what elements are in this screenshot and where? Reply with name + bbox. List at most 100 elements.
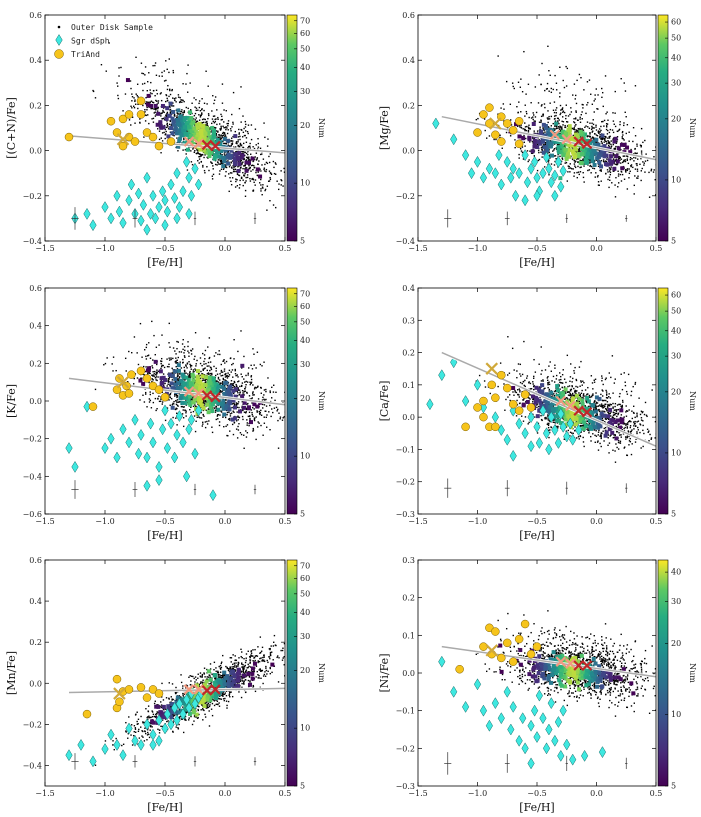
x-axis-label: [Fe/H] bbox=[147, 256, 182, 269]
error-bar bbox=[565, 755, 568, 771]
x-tick-label: −1.0 bbox=[95, 517, 114, 526]
sgr-point bbox=[167, 417, 175, 430]
y-axis-label: [Ca/Fe] bbox=[378, 381, 391, 422]
plot-area bbox=[426, 336, 656, 498]
sgr-point bbox=[547, 697, 555, 710]
x-tick-label: 0.0 bbox=[590, 517, 603, 526]
sgr-point bbox=[209, 489, 217, 502]
x-axis-label: [Fe/H] bbox=[147, 529, 182, 542]
triand-point bbox=[127, 370, 136, 379]
sgr-point bbox=[485, 162, 493, 175]
x-tick-label: −1.5 bbox=[35, 244, 54, 253]
triand-point bbox=[497, 137, 506, 146]
x-tick-label: −0.5 bbox=[155, 517, 174, 526]
colorbar bbox=[657, 14, 669, 242]
colorbar-tick-label: 60 bbox=[300, 574, 310, 583]
sgr-point bbox=[161, 194, 169, 207]
error-bar bbox=[71, 753, 79, 770]
colorbar-tick-label: 5 bbox=[671, 510, 676, 519]
sgr-point bbox=[149, 738, 157, 751]
sgr-point bbox=[147, 417, 155, 430]
sgr-point bbox=[171, 451, 179, 464]
triand-point bbox=[497, 370, 506, 380]
disk-bin-cross bbox=[183, 386, 195, 397]
disk-bin-cross bbox=[561, 134, 573, 145]
fit-line bbox=[441, 645, 656, 678]
colorbar-tick-label: 40 bbox=[671, 53, 681, 62]
error-bar bbox=[565, 213, 568, 223]
sgr-point bbox=[137, 428, 145, 441]
sgr-point bbox=[539, 167, 547, 180]
legend-label: Sgr dSph bbox=[71, 37, 110, 46]
sgr-point bbox=[191, 697, 199, 710]
sgr-point bbox=[183, 693, 191, 706]
x-tick-label: −1.0 bbox=[468, 244, 487, 253]
triand-point bbox=[479, 110, 488, 119]
x-tick-label: 0.5 bbox=[650, 789, 663, 798]
sgr-point bbox=[531, 704, 539, 717]
colorbar-tick-label: 20 bbox=[671, 387, 681, 396]
colorbar-tick-label: 60 bbox=[300, 29, 310, 38]
y-tick-label: 0.4 bbox=[402, 56, 415, 65]
sgr-point bbox=[143, 718, 151, 731]
disk-bin-cross bbox=[201, 390, 213, 401]
sgr-point bbox=[566, 417, 574, 430]
sgr-point bbox=[426, 398, 434, 411]
plot-area bbox=[432, 45, 656, 228]
triand-point bbox=[520, 619, 530, 629]
sgr-point bbox=[545, 443, 553, 456]
sgr-point bbox=[503, 155, 511, 168]
colorbar-tick-label: 50 bbox=[671, 34, 681, 43]
sgr-points bbox=[432, 117, 567, 207]
x-tick-label: −1.5 bbox=[35, 789, 54, 798]
sgr-point bbox=[119, 423, 127, 436]
colorbar-tick-label: 30 bbox=[671, 79, 681, 88]
sgr-point bbox=[163, 442, 171, 455]
sgr-point bbox=[143, 171, 151, 184]
plot-area bbox=[65, 320, 285, 502]
error-bar bbox=[504, 753, 510, 773]
colorbar-label: Num bbox=[688, 391, 697, 411]
sgr-point bbox=[179, 708, 187, 721]
y-tick-label: −0.1 bbox=[396, 707, 415, 716]
fit-line bbox=[441, 351, 656, 447]
y-tick-label: −0.4 bbox=[396, 237, 415, 246]
sgr-point bbox=[187, 189, 195, 202]
sgr-point bbox=[533, 420, 541, 433]
sgr-point bbox=[551, 734, 559, 747]
sgr-point bbox=[183, 470, 191, 483]
sgr-point bbox=[185, 207, 193, 220]
plot-area bbox=[65, 634, 285, 770]
triand-point bbox=[479, 396, 488, 406]
x-axis-label: [Fe/H] bbox=[519, 801, 554, 814]
y-tick-label: 0.6 bbox=[29, 284, 42, 293]
sgr-point bbox=[563, 738, 571, 751]
triand-point bbox=[473, 128, 482, 137]
y-tick-label: −0.1 bbox=[396, 445, 415, 454]
sgr-point bbox=[185, 171, 193, 184]
sgr-point bbox=[551, 189, 559, 202]
sgr-point bbox=[125, 194, 133, 207]
colorbar-tick-label: 40 bbox=[300, 63, 310, 72]
triand-mean-cross bbox=[116, 133, 130, 146]
sgr-point bbox=[557, 180, 565, 193]
colorbar bbox=[657, 559, 669, 787]
triand-point bbox=[503, 383, 512, 393]
colorbar bbox=[286, 287, 298, 515]
x-tick-label: −0.5 bbox=[527, 517, 546, 526]
sgr-points bbox=[65, 687, 205, 768]
sgr-point bbox=[191, 447, 199, 460]
colorbar-tick-label: 30 bbox=[300, 87, 310, 96]
sgr-point bbox=[559, 164, 567, 177]
x-tick-label: −0.5 bbox=[155, 789, 174, 798]
error-bar bbox=[193, 756, 197, 767]
x-tick-label: −1.5 bbox=[408, 517, 427, 526]
colorbar-tick-label: 20 bbox=[671, 639, 681, 648]
sgr-point bbox=[531, 155, 539, 168]
sgr-point bbox=[155, 201, 163, 214]
sgr-point bbox=[557, 749, 565, 762]
triand-point bbox=[503, 638, 512, 648]
y-tick-label: 0.2 bbox=[29, 101, 42, 110]
sgr-point bbox=[432, 117, 440, 130]
